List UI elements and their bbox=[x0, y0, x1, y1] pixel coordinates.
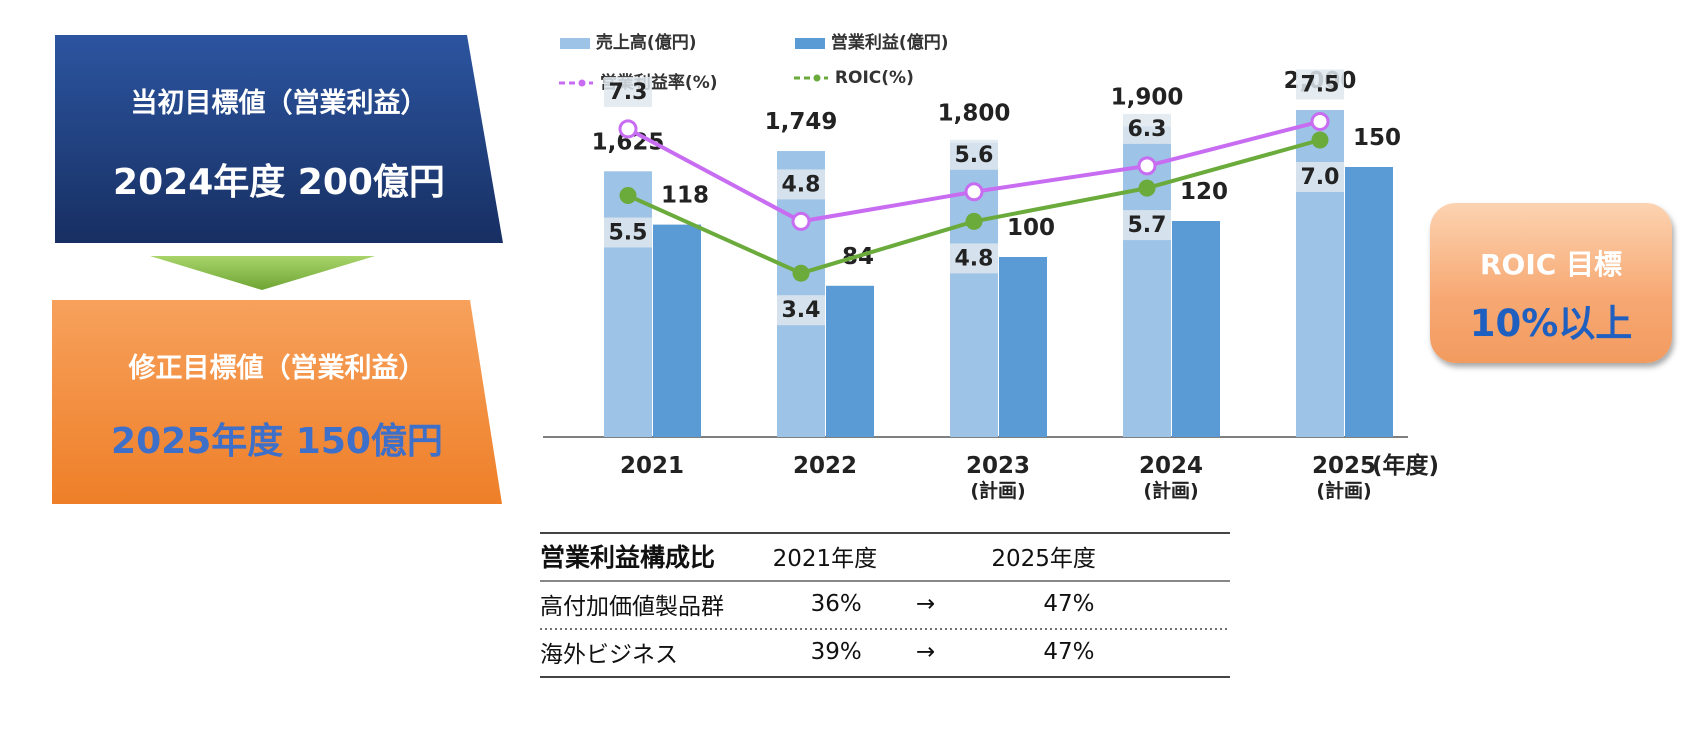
margin-point bbox=[618, 119, 638, 139]
op-profit-data-label: 118 bbox=[661, 183, 709, 209]
legend-roic-swatch bbox=[794, 74, 828, 82]
revised-target-value: 2025年度 150億円 bbox=[111, 421, 443, 462]
row-name: 高付加価値製品群 bbox=[540, 594, 724, 620]
category-label: 2022 bbox=[793, 453, 857, 479]
margin-data-label-bg bbox=[1123, 113, 1171, 144]
roic-goal-box: ROIC 目標 10%以上 bbox=[1430, 203, 1672, 363]
row-arrow: → bbox=[916, 639, 936, 665]
roic-goal-label: ROIC 目標 bbox=[1479, 248, 1623, 281]
sales-bar bbox=[1123, 126, 1171, 437]
legend-margin-swatch bbox=[559, 79, 593, 87]
legend-sales: 売上高(億円) bbox=[560, 28, 696, 53]
category-label: 2021 bbox=[620, 453, 684, 479]
roic-data-label: 5.7 bbox=[1128, 213, 1167, 238]
revised-target-shape bbox=[52, 300, 502, 504]
op-profit-bar bbox=[1345, 167, 1393, 437]
op-profit-bar bbox=[653, 224, 701, 437]
table-row: 海外ビジネス 39% → 47% bbox=[540, 628, 1230, 676]
margin-point bbox=[1310, 112, 1330, 131]
roic-goal-value: 10%以上 bbox=[1469, 302, 1633, 345]
roic-data-label-bg bbox=[777, 295, 825, 326]
op-profit-bar bbox=[826, 285, 874, 437]
revised-target-box: 修正目標値（営業利益） 2025年度 150億円 bbox=[52, 300, 502, 504]
legend-op-profit: 営業利益(億円) bbox=[795, 28, 948, 53]
table-rules bbox=[540, 532, 1230, 678]
roic-data-label-bg bbox=[604, 217, 652, 248]
down-arrow-icon bbox=[150, 256, 375, 290]
table-title: 営業利益構成比 bbox=[540, 543, 716, 572]
legend-op-profit-swatch bbox=[795, 37, 825, 49]
margin-data-label-bg bbox=[950, 139, 998, 170]
op-profit-data-label: 100 bbox=[1007, 215, 1055, 241]
roic-point bbox=[619, 187, 637, 204]
table-row: 高付加価値製品群 36% → 47% bbox=[540, 580, 1230, 628]
margin-data-label: 4.8 bbox=[782, 172, 821, 197]
category-sublabel: (計画) bbox=[1143, 479, 1198, 502]
margin-data-label: 7.3 bbox=[609, 80, 648, 105]
legend-sales-label: 売上高(億円) bbox=[595, 33, 697, 53]
sales-data-label: 1,800 bbox=[938, 101, 1011, 127]
row-from: 36% bbox=[810, 591, 862, 617]
margin-data-label: 5.6 bbox=[955, 143, 994, 168]
composition-table: 営業利益構成比 2021年度 2025年度 高付加価値製品群 36% → 47%… bbox=[540, 532, 1230, 676]
revised-target-label: 修正目標値（営業利益） bbox=[128, 353, 426, 384]
sales-data-label: 1,749 bbox=[765, 109, 838, 135]
category-label: 2023 bbox=[966, 453, 1030, 479]
category-label: 2024 bbox=[1139, 453, 1203, 479]
margin-point bbox=[1137, 156, 1157, 176]
category-sublabel: (計画) bbox=[1316, 479, 1371, 502]
table-header-from: 2021年度 bbox=[772, 546, 878, 572]
margin-point bbox=[964, 182, 984, 202]
roic-point bbox=[1138, 179, 1156, 197]
margin-point bbox=[791, 211, 811, 231]
margin-data-label: 6.3 bbox=[1128, 117, 1167, 142]
row-from: 39% bbox=[810, 639, 862, 665]
legend-op-profit-label: 営業利益(億円) bbox=[830, 33, 949, 53]
op-profit-bar bbox=[1172, 221, 1220, 437]
table-header-to: 2025年度 bbox=[991, 546, 1096, 572]
legend-roic-label: ROIC(%) bbox=[834, 68, 914, 88]
roic-data-label-bg bbox=[1123, 210, 1171, 241]
row-to: 47% bbox=[1043, 639, 1095, 665]
op-profit-bar bbox=[999, 257, 1047, 437]
legend-sales-swatch bbox=[560, 37, 590, 49]
margin-data-label-bg bbox=[777, 169, 825, 200]
sales-data-label: 1,900 bbox=[1111, 84, 1184, 110]
table-header-row: 営業利益構成比 2021年度 2025年度 bbox=[540, 532, 1230, 580]
row-name: 海外ビジネス bbox=[540, 642, 678, 668]
roic-point bbox=[792, 264, 810, 282]
legend-roic: ROIC(%) bbox=[793, 68, 914, 88]
original-target-value: 2024年度 200億円 bbox=[113, 162, 445, 203]
roic-data-label-bg bbox=[950, 243, 998, 274]
roic-data-label: 5.5 bbox=[609, 221, 648, 246]
row-to: 47% bbox=[1043, 591, 1095, 617]
roic-point bbox=[965, 212, 983, 230]
original-target-box: 当初目標値（営業利益） 2024年度 200億円 bbox=[55, 35, 503, 243]
op-profit-data-label: 150 bbox=[1353, 125, 1401, 151]
roic-data-label: 7.0 bbox=[1301, 165, 1340, 190]
margin-data-label-bg bbox=[1296, 69, 1344, 100]
margin-data-label: 7.5 bbox=[1301, 73, 1340, 98]
op-profit-data-label: 120 bbox=[1180, 179, 1228, 205]
original-target-shape bbox=[55, 35, 503, 243]
roic-data-label: 4.8 bbox=[955, 246, 994, 271]
roic-data-label: 3.4 bbox=[782, 298, 821, 323]
sales-bar bbox=[1296, 110, 1344, 437]
roic-data-label-bg bbox=[1296, 162, 1344, 192]
category-label: 2025 bbox=[1312, 453, 1376, 479]
sales-bar bbox=[604, 171, 652, 437]
original-target-label: 当初目標値（営業利益） bbox=[130, 88, 428, 119]
category-sublabel: (計画) bbox=[970, 479, 1025, 502]
axis-unit-label: (年度) bbox=[1372, 452, 1439, 479]
margin-data-label-bg bbox=[604, 76, 652, 107]
roic-point bbox=[1311, 131, 1329, 149]
row-arrow: → bbox=[916, 591, 936, 617]
